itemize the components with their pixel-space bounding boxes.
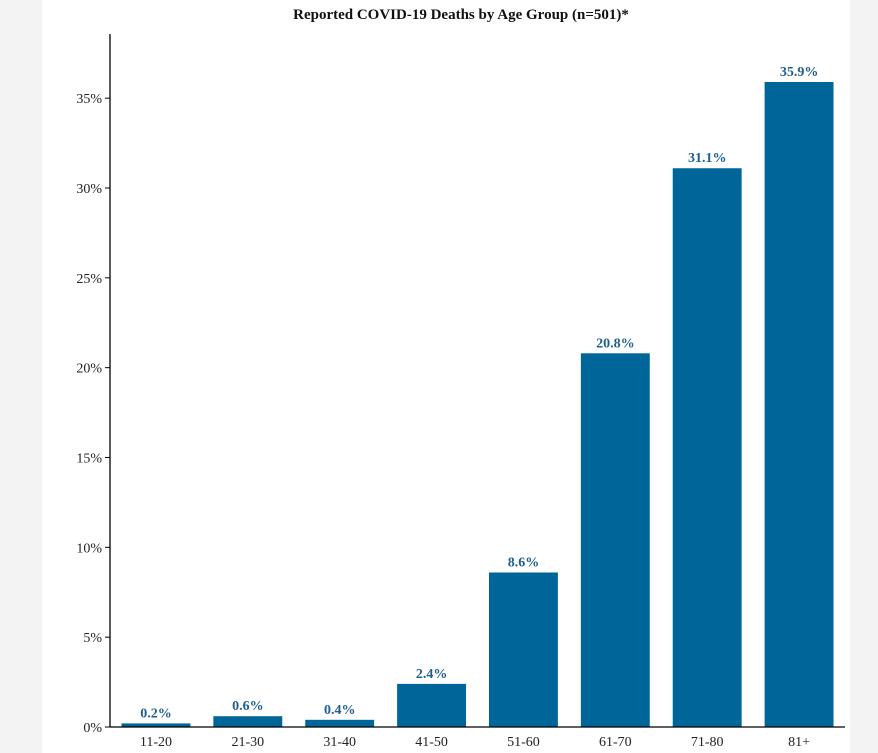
bar-61-70: [580, 353, 650, 727]
x-tick-label: 41-50: [415, 735, 448, 750]
chart-title: Reported COVID-19 Deaths by Age Group (n…: [293, 7, 629, 23]
bar-21-30: [213, 716, 283, 727]
x-tick-label: 81+: [788, 735, 810, 750]
x-tick-label: 21-30: [231, 735, 264, 750]
y-axis-ticks: 0% 5% 10% 15% 20% 25% 30% 35%: [76, 92, 110, 736]
bar-81+: [764, 82, 834, 727]
y-tick-label: 5%: [83, 631, 102, 646]
x-tick-label: 11-20: [140, 735, 172, 750]
y-tick-label: 10%: [76, 541, 102, 556]
data-label: 8.6%: [508, 555, 540, 570]
bar-71-80: [672, 168, 742, 727]
y-tick-label: 0%: [83, 721, 102, 736]
y-tick-label: 30%: [76, 182, 102, 197]
bar-41-50: [397, 683, 467, 727]
bar-31-40: [305, 719, 375, 727]
x-tick-label: 61-70: [599, 735, 632, 750]
data-label: 20.8%: [596, 336, 635, 351]
x-tick-label: 71-80: [691, 735, 724, 750]
y-tick-label: 15%: [76, 452, 102, 467]
bar-51-60: [488, 572, 558, 727]
data-label: 31.1%: [688, 151, 727, 166]
data-labels: 0.2% 0.6% 0.4% 2.4% 8.6% 20.8% 31.1% 35.9%: [140, 65, 818, 721]
x-tick-label: 31-40: [323, 735, 356, 750]
data-label: 35.9%: [780, 65, 819, 80]
y-tick-label: 20%: [76, 362, 102, 377]
data-label: 2.4%: [416, 667, 448, 682]
bar-11-20: [121, 723, 191, 727]
x-tick-label: 51-60: [507, 735, 540, 750]
data-label: 0.4%: [324, 703, 356, 718]
y-tick-label: 25%: [76, 272, 102, 287]
y-tick-label: 35%: [76, 92, 102, 107]
x-axis-ticks: 11-20 21-30 31-40 41-50 51-60 61-70 71-80 81+: [140, 735, 810, 750]
data-label: 0.2%: [140, 706, 172, 721]
data-label: 0.6%: [232, 699, 264, 714]
bars: [121, 82, 834, 727]
